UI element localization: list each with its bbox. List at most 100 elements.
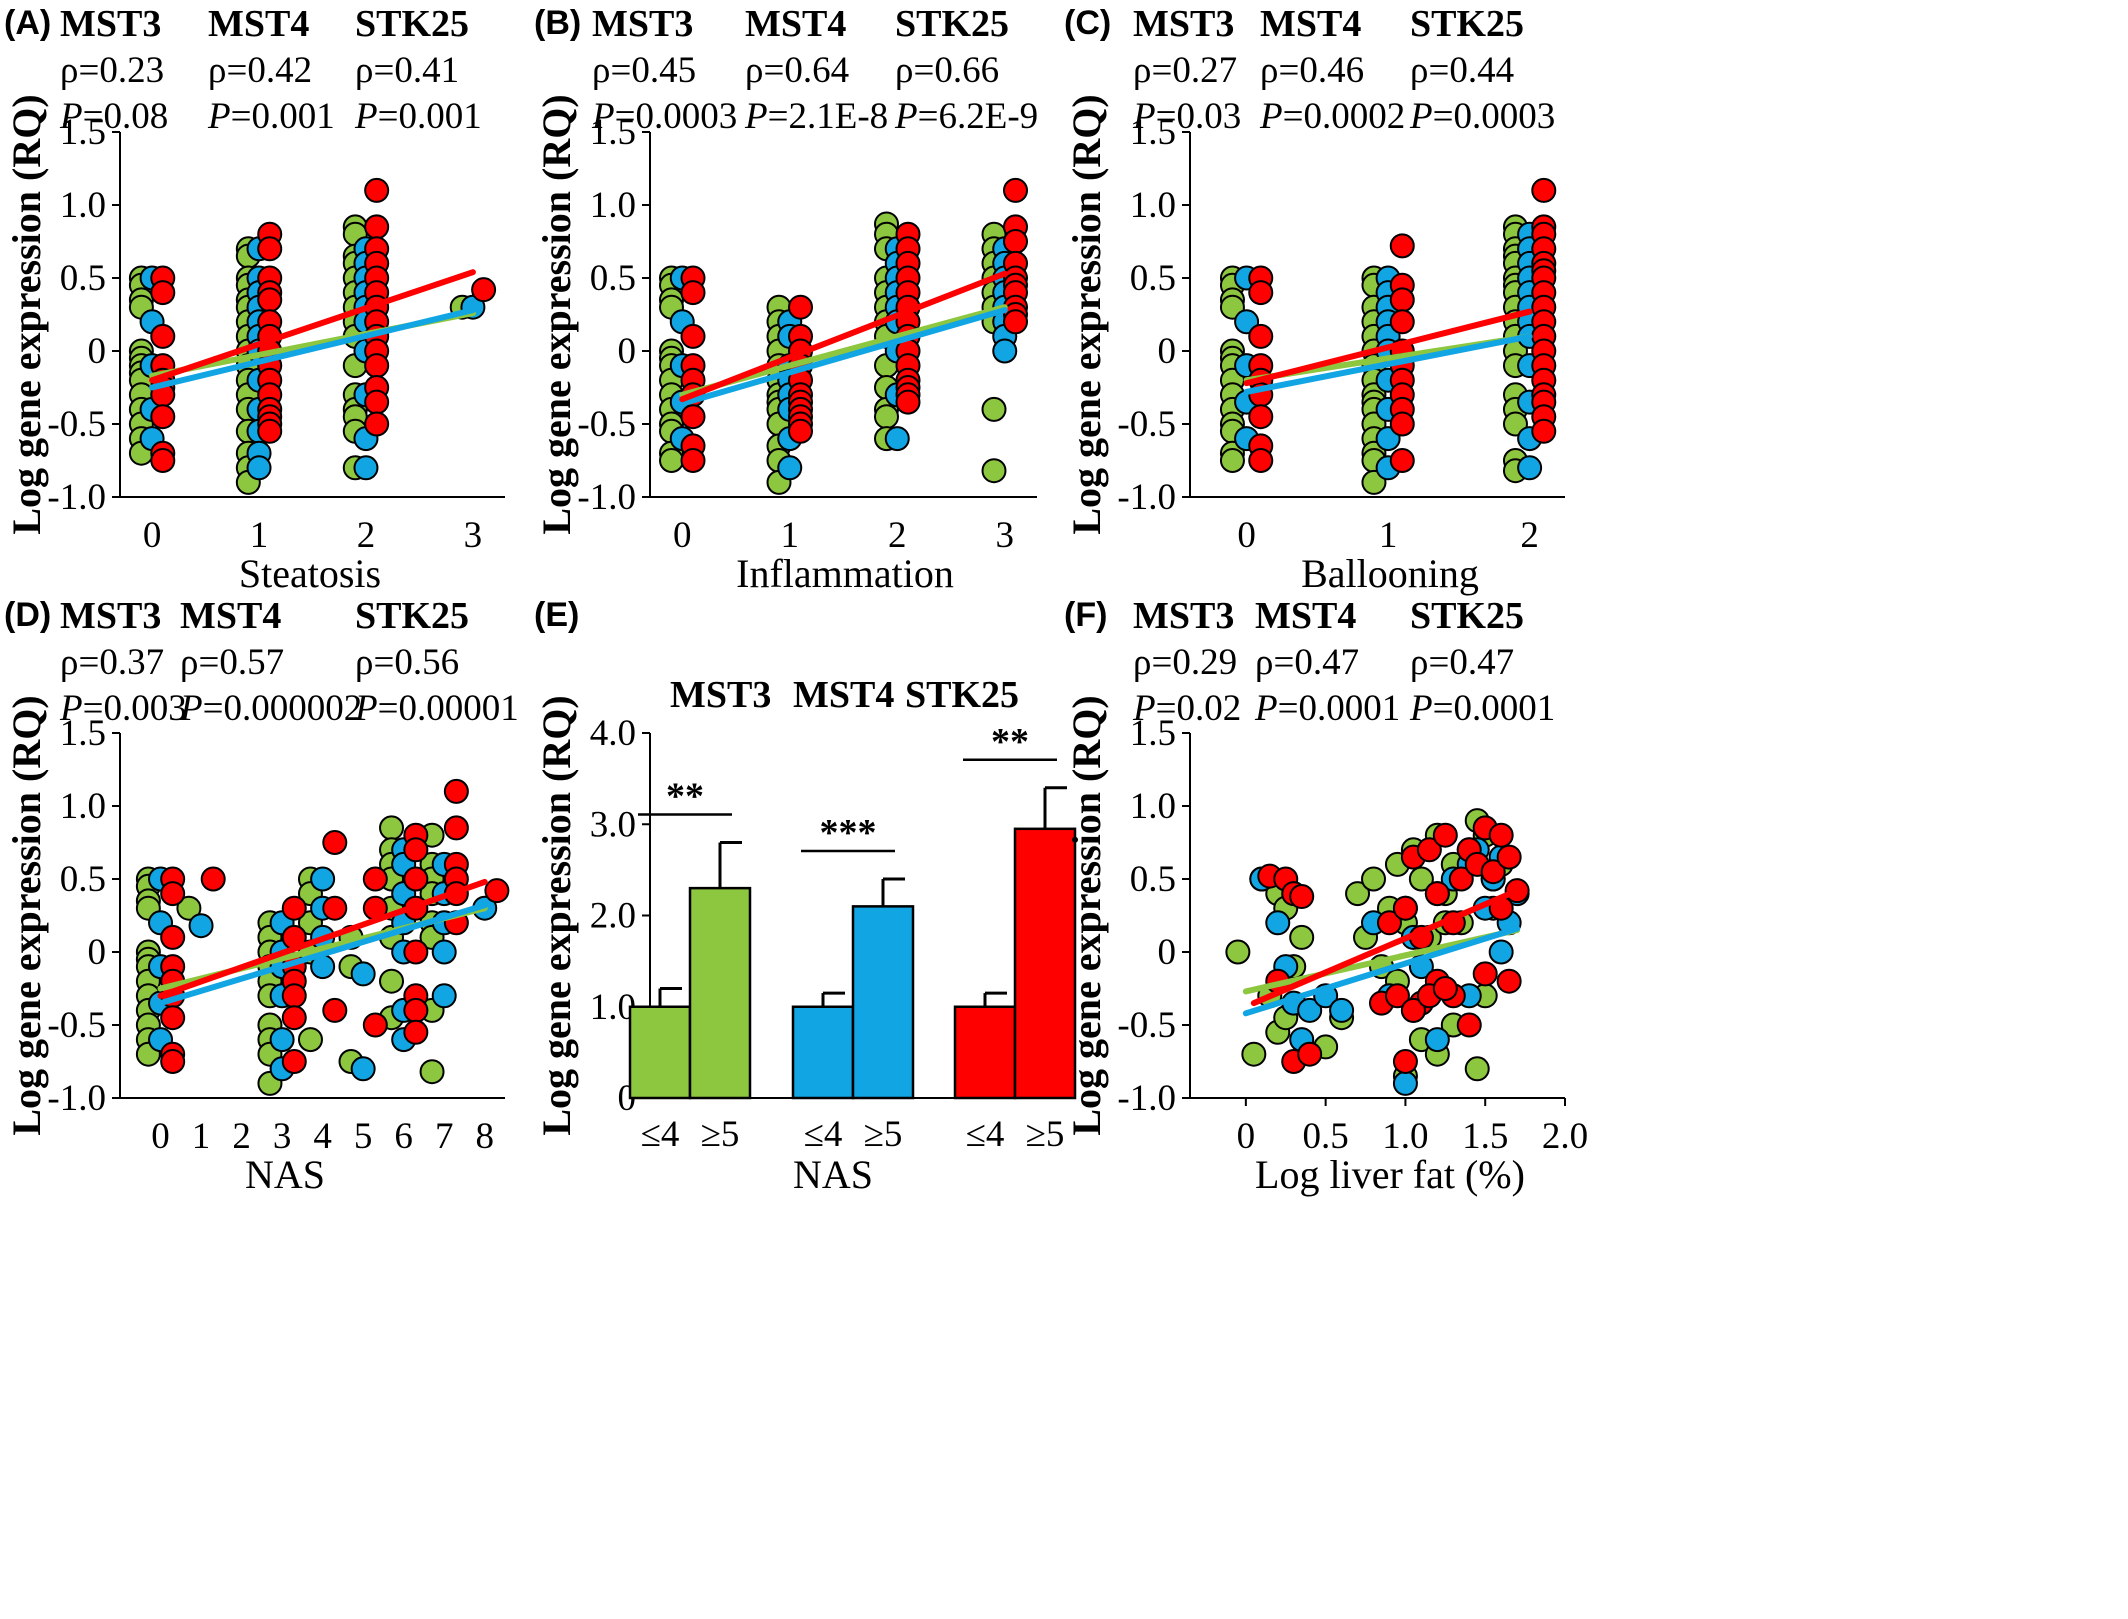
x-tick-label: 3 [464,515,483,556]
y-tick-label: -0.5 [47,404,106,445]
data-point [353,455,379,481]
data-point [1480,859,1506,885]
p-value: P=0.001 [207,96,335,137]
p-italic: P [1132,96,1156,137]
data-point [379,968,405,994]
data-point [1248,448,1274,473]
panel-label: (B) [534,4,581,42]
y-tick-label: 0 [618,331,637,372]
data-point [281,895,307,921]
p-italic: P [1409,688,1433,729]
y-tick-label: 1.5 [1130,713,1176,754]
p-value: P=0.00001 [354,688,519,729]
data-point [1416,837,1442,863]
p-value: P=0.001 [354,96,482,137]
data-point [362,866,388,892]
data-point [1464,1056,1490,1082]
p-italic: P [207,96,231,137]
x-tick-label: 2.0 [1542,1116,1588,1157]
panel-label: (C) [1064,4,1111,42]
y-tick-label: 0.5 [60,258,106,299]
p-italic: P [59,688,83,729]
data-point [1248,280,1274,306]
gene-header-mst3: MST3 [60,595,161,637]
x-axis-label: Steatosis [239,551,381,596]
series-stk25 [160,778,510,1074]
data-point [364,353,390,379]
gene-header-stk25: STK25 [1410,3,1524,45]
fit-line-mst4 [1243,333,1533,395]
p-italic: P [894,96,918,137]
rho-value: ρ=0.23 [60,50,164,91]
gene-header-mst4: MST4 [1260,3,1361,45]
data-point [364,411,390,437]
x-tick-label: 2 [232,1116,251,1157]
fit-line-stk25 [157,878,488,999]
data-point [403,997,429,1023]
data-point [1392,1049,1418,1074]
data-point [1389,411,1415,437]
x-tick-label: 2 [1520,515,1539,556]
p-value: P=0.0001 [1254,688,1400,729]
data-point [379,815,405,841]
data-point [1003,309,1028,335]
p-number: =0.08 [83,96,169,137]
data-point [403,837,429,863]
x-tick-label: 5 [354,1116,373,1157]
y-tick-label: -1.0 [47,477,106,518]
data-point [150,280,176,306]
p-italic: P [1259,96,1283,137]
bar-category-label: ≥5 [1026,1114,1065,1155]
y-tick-label: 0 [88,932,107,973]
p-number: =0.03 [1156,96,1242,137]
p-value: P=0.03 [1132,96,1241,137]
data-point [403,866,429,892]
panel-label: (A) [4,4,51,42]
data-point [257,418,283,444]
x-tick-label: 0 [151,1116,170,1157]
data-point [895,389,921,415]
p-number: =0.0001 [1433,688,1556,729]
data-point [1400,997,1426,1023]
rho-value: ρ=0.45 [592,50,696,91]
data-point [443,778,469,804]
data-point [680,404,706,430]
data-point [1297,997,1323,1023]
fit-line-stk25 [149,269,476,384]
fit-line-stk25 [1250,887,1521,1007]
p-italic: P [591,96,615,137]
y-tick-label: -1.0 [1117,477,1176,518]
x-tick-label: 1 [1379,515,1398,556]
data-point [981,396,1007,422]
bar [953,1005,1017,1100]
p-value: P=0.08 [59,96,168,137]
data-point [310,866,336,892]
p-value: P=0.0002 [1259,96,1405,137]
y-tick-label: -1.0 [47,1078,106,1119]
data-point [659,448,684,473]
x-axis-label: Log liver fat (%) [1255,1152,1525,1197]
y-tick-label: 1.5 [1130,112,1176,153]
x-tick-label: 1 [781,515,800,556]
x-tick-label: 0 [673,515,692,556]
data-point [1289,884,1315,910]
rho-value: ρ=0.41 [355,50,459,91]
rho-value: ρ=0.44 [1410,50,1514,91]
fit-line-stk25 [679,270,1008,403]
data-point [322,830,348,855]
data-point [1488,822,1514,848]
data-point [1424,881,1450,907]
fit-line-stk25 [1243,308,1533,387]
data-point [680,280,706,306]
data-point [981,458,1007,484]
fit-line-mst4 [679,307,1008,407]
p-number: =0.00001 [378,688,519,729]
rho-value: ρ=0.27 [1133,50,1237,91]
series-mst4 [148,837,498,1082]
data-point [1248,323,1274,349]
x-axis-label: NAS [793,1152,873,1197]
